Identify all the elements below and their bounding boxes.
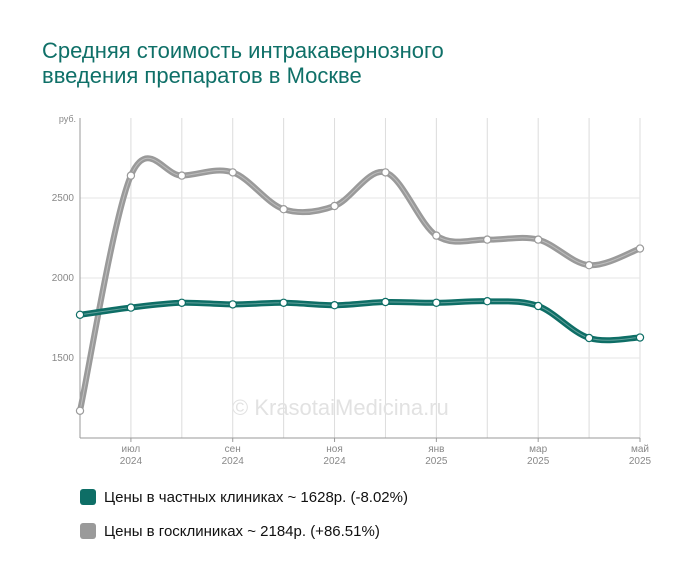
data-point-private [126, 303, 136, 312]
series-line-highlight-private [79, 300, 641, 341]
y-axis-label: руб. [59, 114, 76, 124]
x-tick-label-year: 2025 [629, 456, 652, 467]
data-point-private [635, 333, 645, 342]
data-point-public [126, 171, 136, 180]
x-tick-label-month: мар [529, 444, 547, 455]
x-tick-label-month: июл [122, 444, 141, 455]
chart-title: Средняя стоимость интракавернозного введ… [42, 38, 602, 88]
chart-title-line-2: введения препаратов в Москве [42, 63, 362, 88]
data-point-private [584, 333, 594, 343]
data-point-public [330, 201, 339, 211]
data-point-private [228, 300, 237, 309]
legend-swatch-public [80, 523, 96, 539]
x-tick-label-year: 2025 [527, 456, 550, 467]
x-tick-label-month: май [631, 444, 649, 455]
data-point-private [330, 301, 339, 310]
data-point-private [381, 297, 390, 307]
legend: Цены в частных клиниках ~ 1628р. (-8.02%… [80, 487, 408, 555]
x-tick-label-year: 2024 [323, 456, 346, 467]
data-point-private [279, 298, 288, 307]
x-tick-label-year: 2024 [222, 456, 245, 467]
x-tick-label-month: сен [225, 444, 241, 455]
data-point-public [279, 204, 288, 214]
series-line-private [77, 298, 643, 344]
legend-item-private[interactable]: Цены в частных клиниках ~ 1628р. (-8.02%… [80, 487, 408, 507]
data-point-public [381, 168, 390, 177]
chart-title-line-1: Средняя стоимость интракавернозного [42, 38, 444, 63]
legend-item-public[interactable]: Цены в госклиниках ~ 2184р. (+86.51%) [80, 521, 408, 541]
x-tick-label-year: 2024 [120, 456, 143, 467]
series-line-public [77, 155, 643, 414]
y-tick-label: 2500 [52, 193, 75, 204]
x-tick-label-month: янв [428, 444, 444, 455]
data-point-private [432, 298, 441, 307]
data-point-private [533, 301, 543, 311]
data-point-public [584, 261, 594, 270]
data-point-private [483, 297, 492, 306]
data-point-public [432, 231, 441, 240]
legend-label-private: Цены в частных клиниках ~ 1628р. (-8.02%… [104, 488, 408, 506]
data-point-private [177, 298, 187, 307]
data-point-public [533, 235, 543, 244]
y-tick-label: 2000 [52, 273, 75, 284]
x-tick-label-month: ноя [326, 444, 343, 455]
data-point-private [75, 310, 85, 319]
data-point-public [75, 406, 85, 415]
x-tick-label-year: 2025 [425, 456, 448, 467]
y-tick-label: 1500 [52, 353, 75, 364]
data-point-public [228, 168, 237, 177]
legend-swatch-private [80, 489, 96, 505]
data-point-public [177, 171, 187, 180]
data-point-public [635, 244, 645, 253]
watermark: © KrasotaiMedicina.ru [232, 395, 449, 420]
series-line-highlight-public [79, 157, 641, 411]
legend-label-public: Цены в госклиниках ~ 2184р. (+86.51%) [104, 522, 380, 540]
data-point-public [483, 235, 492, 244]
